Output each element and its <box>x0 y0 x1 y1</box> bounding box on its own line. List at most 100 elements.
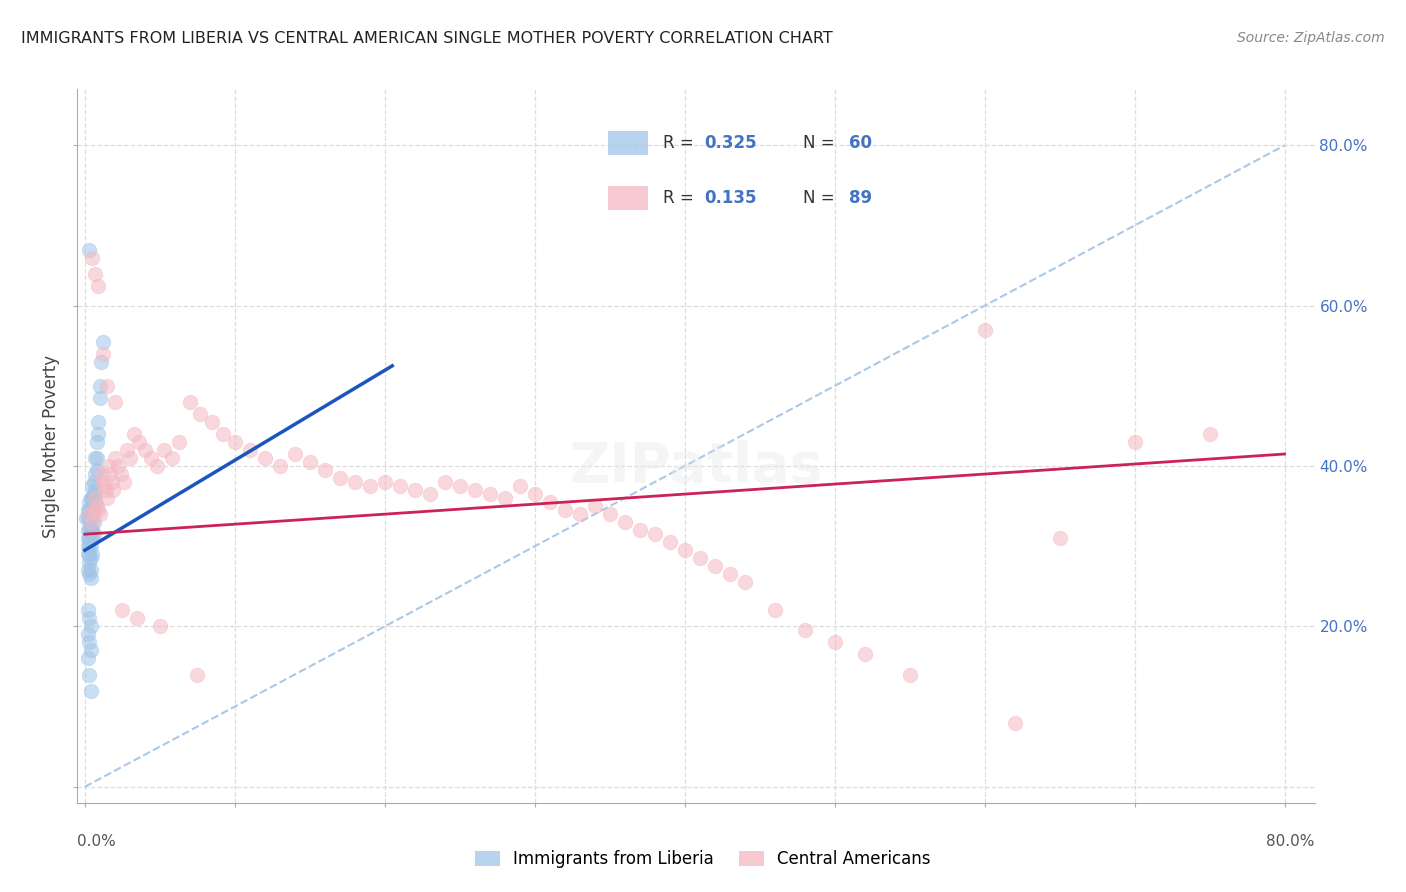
Point <box>79 531 101 545</box>
Point <box>139 450 162 465</box>
Point <box>554 503 576 517</box>
Point <box>269 458 291 473</box>
Point <box>82 251 104 265</box>
Point <box>79 611 101 625</box>
Point <box>79 503 101 517</box>
Point <box>127 611 149 625</box>
Point <box>93 479 115 493</box>
Point <box>538 495 561 509</box>
Point <box>104 395 127 409</box>
Point <box>79 555 101 569</box>
Point <box>79 539 101 553</box>
Point <box>388 479 411 493</box>
Point <box>84 267 107 281</box>
Point <box>118 450 141 465</box>
Point <box>1049 531 1071 545</box>
Text: 0.0%: 0.0% <box>77 834 117 849</box>
Point <box>76 511 98 525</box>
Point <box>79 635 101 649</box>
Point <box>211 427 233 442</box>
Point <box>494 491 516 505</box>
Point <box>186 667 208 681</box>
Point <box>115 442 138 457</box>
Point <box>124 427 146 442</box>
Point <box>79 507 101 521</box>
Point <box>84 483 107 497</box>
Point <box>973 323 995 337</box>
Point <box>83 503 105 517</box>
Point <box>90 355 112 369</box>
Point <box>160 450 183 465</box>
Y-axis label: Single Mother Poverty: Single Mother Poverty <box>42 354 60 538</box>
Point <box>82 547 104 561</box>
Legend: Immigrants from Liberia, Central Americans: Immigrants from Liberia, Central America… <box>468 844 938 875</box>
Point <box>79 495 101 509</box>
Point <box>509 479 531 493</box>
Point <box>568 507 591 521</box>
Point <box>86 499 108 513</box>
Point <box>87 503 110 517</box>
Point <box>79 243 101 257</box>
Point <box>84 495 107 509</box>
Point <box>284 447 307 461</box>
Point <box>76 603 98 617</box>
Point <box>82 491 104 505</box>
Point <box>374 475 396 489</box>
Point <box>96 491 118 505</box>
Point <box>599 507 621 521</box>
Point <box>87 278 110 293</box>
Point <box>110 467 132 481</box>
Point <box>83 475 105 489</box>
Point <box>169 435 191 450</box>
Point <box>76 539 98 553</box>
Point <box>898 667 921 681</box>
Point <box>91 475 114 489</box>
Point <box>83 487 105 501</box>
Point <box>83 527 105 541</box>
Point <box>314 463 336 477</box>
Point <box>87 415 110 429</box>
Point <box>79 667 101 681</box>
Point <box>449 479 471 493</box>
Point <box>79 567 101 582</box>
Point <box>83 515 105 529</box>
Point <box>80 523 103 537</box>
Point <box>82 515 104 529</box>
Point <box>111 603 134 617</box>
Point <box>89 391 111 405</box>
Point <box>82 531 104 545</box>
Point <box>103 483 125 497</box>
Point <box>583 499 606 513</box>
Point <box>134 442 156 457</box>
Point <box>75 511 97 525</box>
Point <box>86 435 108 450</box>
Point <box>96 379 118 393</box>
Point <box>734 575 756 590</box>
Point <box>82 479 104 493</box>
Point <box>80 503 103 517</box>
Point <box>87 427 110 442</box>
Point <box>179 395 201 409</box>
Point <box>76 627 98 641</box>
Text: 80.0%: 80.0% <box>1267 834 1315 849</box>
Point <box>89 379 111 393</box>
Point <box>76 523 98 537</box>
Point <box>673 543 696 558</box>
Point <box>253 450 276 465</box>
Point <box>613 515 636 529</box>
Point <box>82 507 104 521</box>
Point <box>80 539 103 553</box>
Point <box>793 624 815 638</box>
Point <box>80 531 103 545</box>
Point <box>628 523 651 537</box>
Point <box>1004 715 1026 730</box>
Point <box>80 619 103 633</box>
Point <box>84 467 107 481</box>
Point <box>91 347 114 361</box>
Point <box>79 547 101 561</box>
Point <box>98 467 121 481</box>
Point <box>86 463 108 477</box>
Point <box>107 458 129 473</box>
Point <box>658 535 681 549</box>
Point <box>89 507 111 521</box>
